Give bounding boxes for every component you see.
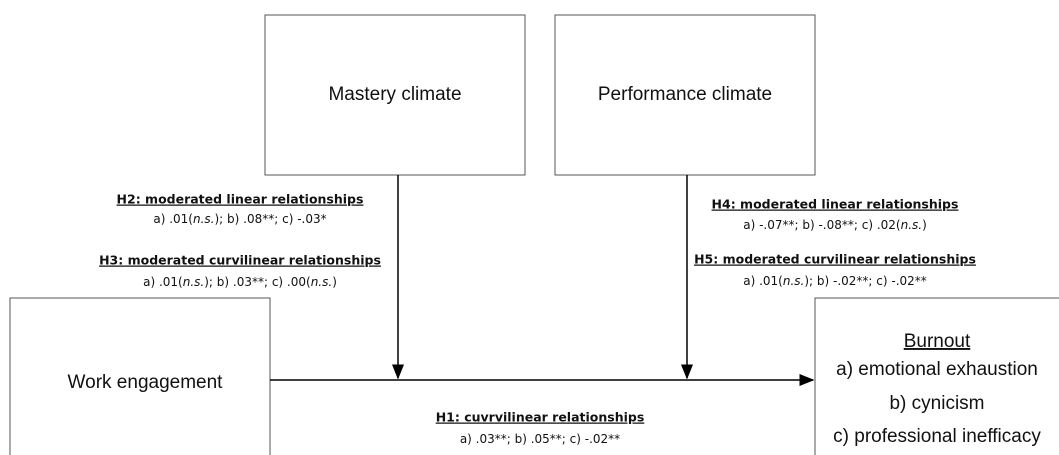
hypothesis-title: H1: cuvrvilinear relationships (436, 410, 645, 425)
node-item: c) professional inefficacy (833, 426, 1041, 447)
node-item: a) emotional exhaustion (836, 359, 1038, 380)
stat-part: a) .01( (743, 274, 783, 288)
stat-part: ); b) -.02**; c) -.02** (804, 274, 926, 288)
stat-part: n.s. (311, 275, 333, 289)
node-label: Burnout (904, 331, 971, 352)
box (9, 297, 271, 455)
hypothesis-stats: a) -.07**; b) -.08**; c) .02(n.s.) (743, 218, 927, 232)
hypothesis-title: H3: moderated curvilinear relationships (99, 253, 381, 268)
stat-part: ); b) .08**; c) -.03* (215, 212, 327, 226)
node-label: Work engagement (68, 372, 224, 393)
node-item: b) cynicism (889, 393, 984, 414)
stat-part: a) -.07**; b) -.08**; c) .02( (743, 218, 900, 232)
hypothesis-stats: a) .03**; b) .05**; c) -.02** (460, 432, 620, 446)
stat-part: n.s. (901, 218, 923, 232)
hypothesis-title: H4: moderated linear relationships (712, 197, 959, 212)
hypothesis-stats: a) .01(n.s.); b) -.02**; c) -.02** (743, 274, 927, 288)
stat-part: a) .01( (153, 212, 193, 226)
stat-part: n.s. (193, 212, 215, 226)
box (264, 14, 526, 176)
stat-part: ) (922, 218, 927, 232)
stat-part: ); b) .03**; c) .00( (204, 275, 310, 289)
hypothesis-title: H5: moderated curvilinear relationships (694, 252, 976, 267)
hypothesis-stats: a) .01(n.s.); b) .03**; c) .00(n.s.) (143, 275, 337, 289)
node-label: Performance climate (598, 84, 772, 105)
node-label: Mastery climate (328, 84, 461, 105)
stat-part: n.s. (783, 274, 805, 288)
box (814, 297, 1059, 455)
stat-part: a) .03**; b) .05**; c) -.02** (460, 432, 620, 446)
stat-part: n.s. (183, 275, 205, 289)
box (554, 14, 816, 176)
hypothesis-stats: a) .01(n.s.); b) .08**; c) -.03* (153, 212, 326, 226)
stat-part: ) (332, 275, 337, 289)
hypothesis-title: H2: moderated linear relationships (117, 192, 364, 207)
stat-part: a) .01( (143, 275, 183, 289)
